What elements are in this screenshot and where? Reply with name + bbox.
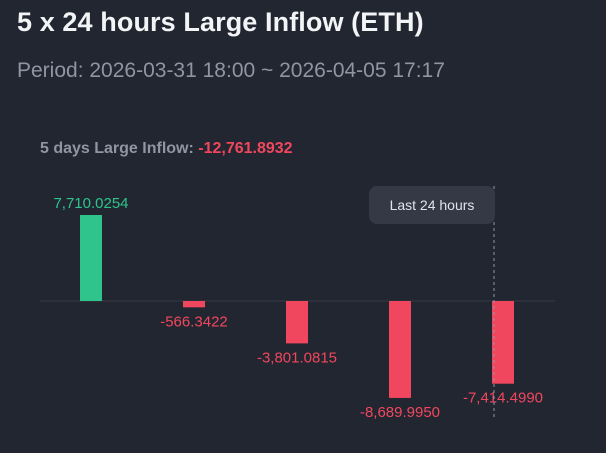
- total-inflow-summary: 5 days Large Inflow: -12,761.8932: [40, 140, 293, 158]
- bar-value-label: -7,414.4990: [463, 390, 543, 407]
- inflow-bar[interactable]: [492, 301, 514, 384]
- total-inflow-label: 5 days Large Inflow:: [40, 140, 199, 157]
- bar-value-label: -3,801.0815: [257, 349, 337, 366]
- bar-value-label: -8,689.9950: [360, 404, 440, 421]
- period-text: Period: 2026-03-31 18:00 ~ 2026-04-05 17…: [17, 59, 445, 82]
- chart-title: 5 x 24 hours Large Inflow (ETH): [17, 7, 424, 37]
- bar-value-label: -566.3422: [160, 313, 228, 330]
- inflow-bar[interactable]: [183, 301, 205, 308]
- total-inflow-value: -12,761.8932: [198, 140, 293, 157]
- inflow-bar[interactable]: [389, 301, 411, 398]
- inflow-bar[interactable]: [286, 301, 308, 344]
- bar-value-label: 7,710.0254: [53, 195, 128, 212]
- inflow-bar[interactable]: [80, 215, 102, 301]
- last-24-hours-tooltip: Last 24 hours: [369, 186, 495, 224]
